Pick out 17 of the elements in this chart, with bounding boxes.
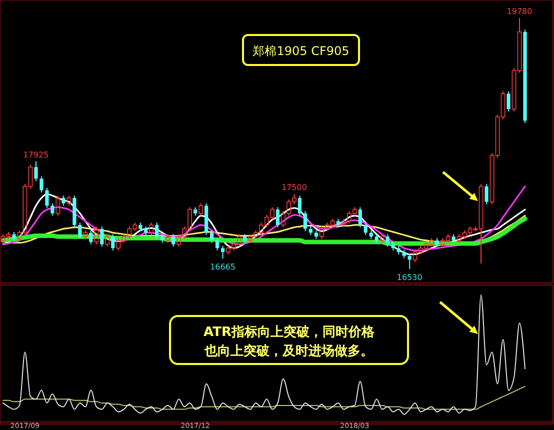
candlestick (358, 206, 362, 228)
annotation: 17925 (23, 150, 49, 160)
candlestick (215, 238, 220, 251)
candlestick (111, 234, 115, 251)
annotation: 17500 (281, 183, 307, 192)
annotation: ATR指标向上突破，同时价格也向上突破，及时进场做多。 (204, 324, 376, 359)
candlestick (78, 222, 82, 240)
candlestick (276, 206, 280, 228)
candlestick (72, 195, 76, 228)
annotation: 16665 (210, 262, 236, 272)
text: 郑棉1905 CF905 (252, 44, 350, 58)
candlestick (155, 222, 159, 240)
candlestick (523, 29, 527, 124)
candlestick (364, 222, 368, 236)
annotation: 16530 (396, 273, 422, 282)
candlestick (34, 160, 38, 182)
annotation: 19780 (506, 7, 532, 16)
